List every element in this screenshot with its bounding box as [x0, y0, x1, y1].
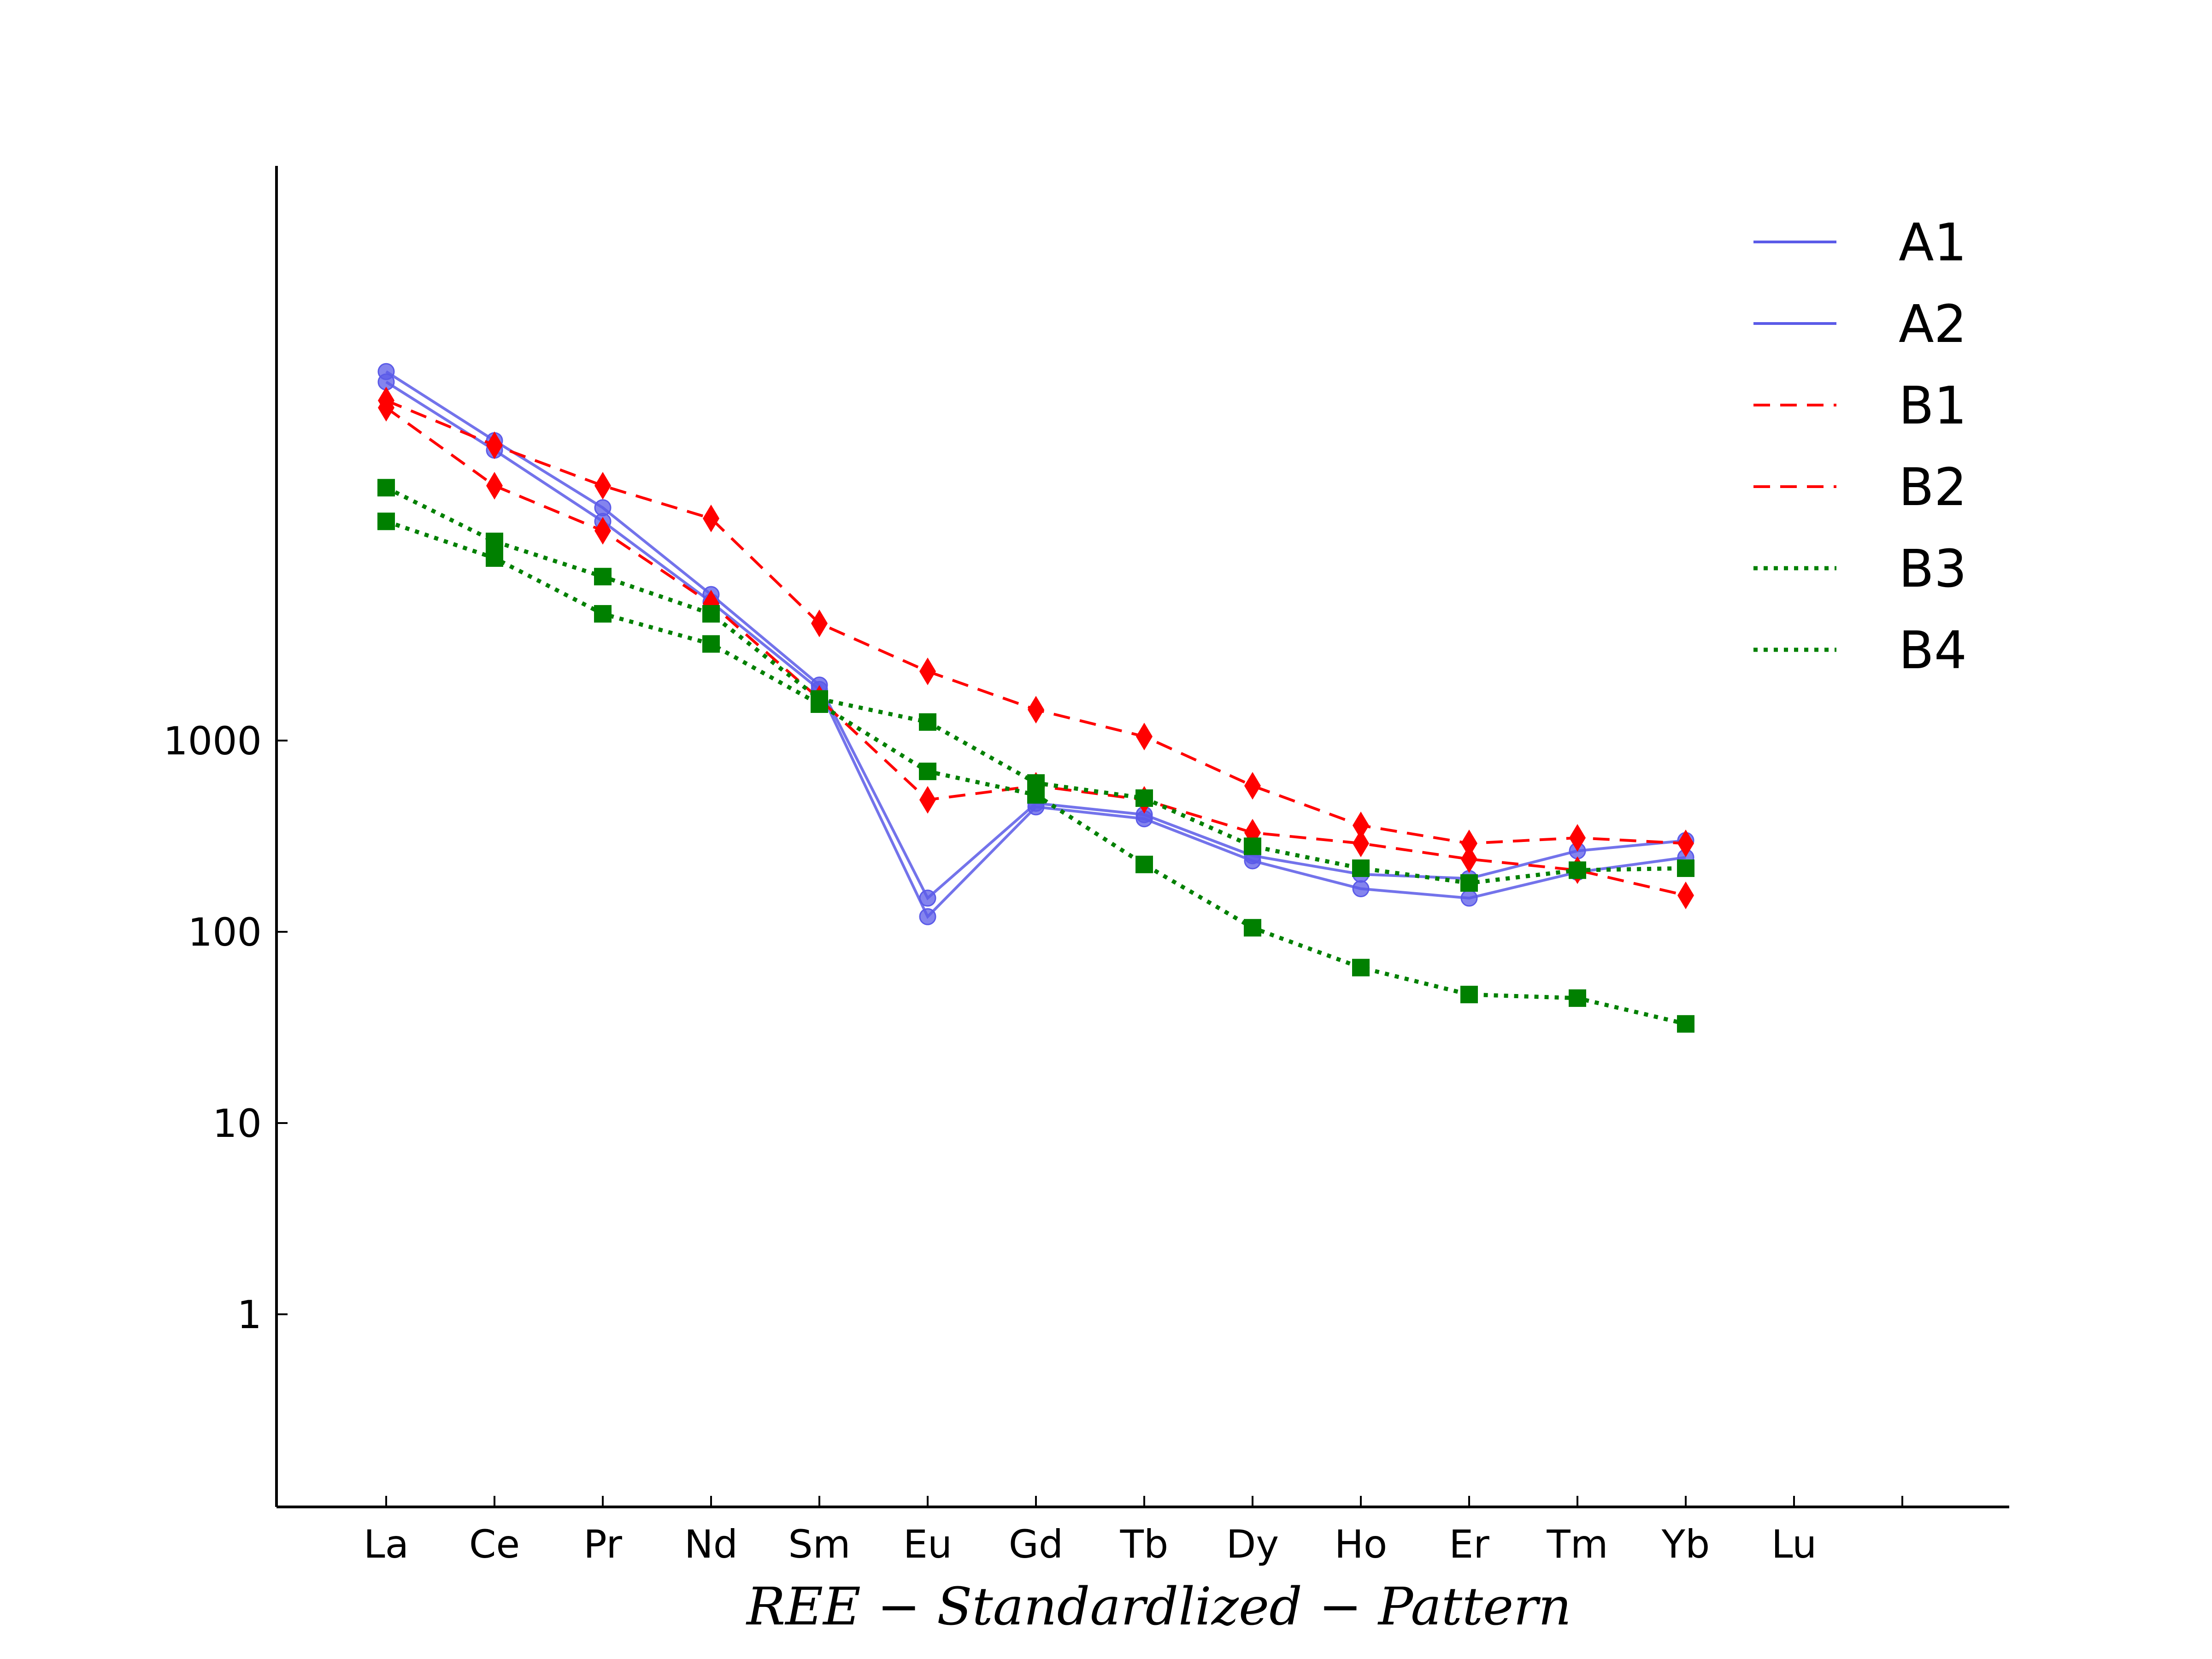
legend-item-A1: A1: [1753, 213, 1967, 273]
x-tick-label: Nd: [684, 1522, 738, 1567]
series-B4-point: [702, 635, 720, 653]
series-B4-point: [377, 512, 395, 530]
y-tick-label: 10: [212, 1101, 262, 1146]
series-B3: [377, 479, 1694, 892]
legend-item-B3: B3: [1753, 539, 1967, 599]
x-tick-label: Sm: [788, 1522, 850, 1567]
series-B4-point: [1569, 989, 1586, 1007]
series-line-B2: [385, 406, 1686, 897]
series-B4-point: [1027, 786, 1045, 804]
series-B1-point: [1677, 830, 1694, 858]
legend-item-B2: B2: [1753, 458, 1967, 518]
series-B1-point: [1353, 812, 1369, 840]
x-axis-ticks: La Ce Pr Nd Sm Eu Gd Tb Dy Ho Er Tm Yb Lu: [364, 1496, 1903, 1567]
series-B3-point: [1352, 859, 1370, 877]
series-B3-point: [1569, 861, 1586, 879]
legend-label: B4: [1899, 621, 1967, 681]
series-B3-point: [1244, 837, 1261, 855]
legend-label: B1: [1899, 376, 1967, 436]
legend-item-B1: B1: [1753, 376, 1967, 436]
series-B4-point: [1244, 919, 1261, 937]
series-B3-point: [702, 605, 720, 623]
legend-item-A2: A2: [1753, 294, 1967, 354]
series-B1: [378, 387, 1694, 858]
series-A1-point: [1460, 889, 1478, 907]
series-B2-point: [1677, 882, 1694, 910]
legend: A1 A2 B1 B2 B3 B4: [1753, 213, 1967, 681]
x-tick-label: La: [364, 1522, 409, 1567]
series-A2: [377, 363, 1694, 907]
series-B1-point: [1136, 723, 1153, 751]
x-axis-title: REE − Standardlized − Pattern: [746, 1577, 1571, 1637]
x-tick-label: Tm: [1546, 1522, 1608, 1567]
series-B3-point: [377, 479, 395, 497]
y-axis-ticks: 1 10 100 1000: [163, 718, 288, 1337]
x-tick-label: Dy: [1226, 1522, 1279, 1567]
series-B3-point: [919, 713, 936, 731]
series-B4-point: [486, 549, 503, 567]
series-B2-point: [1461, 845, 1477, 873]
axes: La Ce Pr Nd Sm Eu Gd Tb Dy Ho Er Tm Yb Lu 1 10 100 1000: [163, 166, 2009, 1567]
series-B3-point: [1135, 789, 1153, 807]
x-tick-label: Eu: [903, 1522, 952, 1567]
series-B4-point: [811, 695, 828, 713]
x-tick-label: Ce: [469, 1522, 520, 1567]
series-B1-point: [811, 609, 828, 637]
series-B1-point: [919, 657, 936, 685]
x-tick-label: Yb: [1661, 1522, 1710, 1567]
legend-label: A1: [1899, 213, 1967, 273]
series-B2: [378, 394, 1694, 910]
series-A2-point: [594, 499, 612, 517]
series-B3-point: [594, 568, 612, 586]
series-B2-point: [919, 786, 936, 814]
series-B4-point: [1352, 959, 1370, 977]
series-B1-point: [1461, 830, 1477, 858]
legend-item-B4: B4: [1753, 621, 1967, 681]
series-B3-point: [1460, 874, 1478, 892]
x-tick-label: Er: [1449, 1522, 1489, 1567]
series-B3-point: [486, 532, 503, 550]
series-line-A2: [385, 370, 1686, 900]
y-tick-label: 1: [237, 1292, 262, 1337]
series-B4: [377, 512, 1694, 1033]
x-tick-label: Pr: [583, 1522, 622, 1567]
y-tick-label: 100: [188, 910, 262, 955]
series-B2-point: [594, 517, 611, 545]
x-tick-label: Ho: [1335, 1522, 1388, 1567]
series-B4-point: [919, 762, 936, 780]
series-B2-point: [486, 472, 503, 500]
legend-label: A2: [1899, 294, 1967, 354]
series-A2-point: [377, 363, 395, 380]
series-A2-point: [919, 889, 936, 907]
series-B1-point: [1569, 824, 1586, 852]
series-B4-point: [1460, 986, 1478, 1004]
series-A1-point: [1352, 880, 1370, 897]
series-B3-point: [1677, 859, 1694, 877]
series-B1-point: [1244, 772, 1261, 800]
series-B1-point: [486, 431, 503, 459]
series-B4-point: [594, 605, 612, 623]
series-B2-point: [378, 394, 394, 422]
series-B4-point: [1135, 855, 1153, 873]
x-tick-label: Gd: [1009, 1522, 1063, 1567]
x-tick-label: Lu: [1771, 1522, 1817, 1567]
series-B4-point: [1677, 1015, 1694, 1033]
x-tick-label: Tb: [1120, 1522, 1169, 1567]
plot-area: [377, 363, 1694, 1033]
series-B1-point: [594, 472, 611, 500]
series-B2-point: [1353, 830, 1369, 858]
legend-label: B2: [1899, 458, 1967, 518]
series-line-B3: [385, 486, 1686, 885]
series-A1-point: [919, 908, 936, 925]
series-line-A1: [385, 381, 1686, 919]
y-tick-label: 1000: [163, 718, 262, 764]
series-B1-point: [703, 505, 719, 533]
series-B1-point: [1028, 696, 1044, 724]
legend-label: B3: [1899, 539, 1967, 599]
